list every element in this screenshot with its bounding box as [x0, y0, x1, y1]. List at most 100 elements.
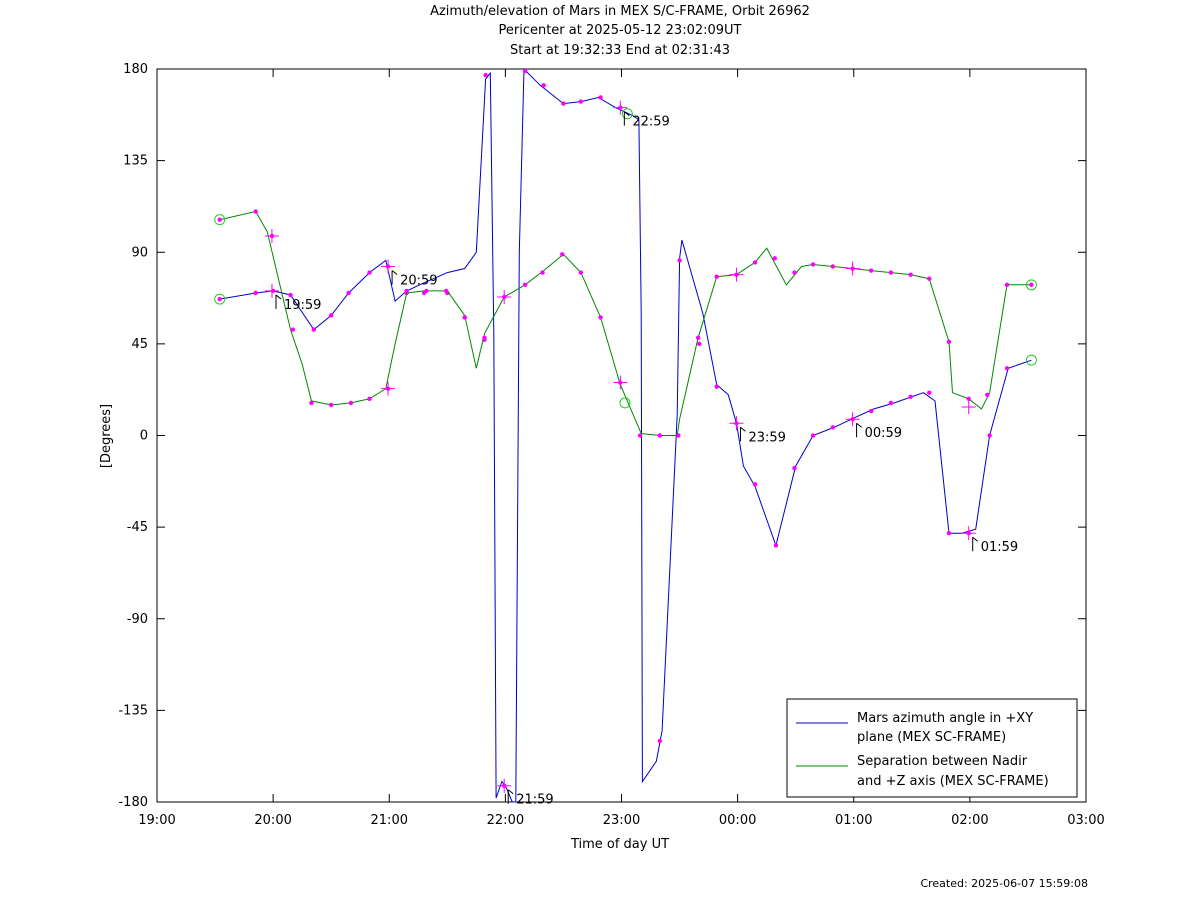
time-label-pointer — [507, 789, 514, 804]
data-point — [927, 390, 932, 395]
y-tick-label: -135 — [118, 703, 148, 718]
x-tick-label: 19:00 — [138, 813, 175, 828]
time-label: 20:59 — [400, 274, 437, 289]
data-point — [367, 396, 372, 402]
data-point — [483, 72, 488, 78]
endpoint-circle — [621, 108, 633, 120]
hour-cross-marker — [961, 399, 976, 414]
time-label-pointer — [623, 111, 630, 126]
data-point — [810, 433, 816, 438]
data-point — [522, 282, 528, 288]
data-point — [253, 209, 258, 214]
legend-label-azimuth-2: plane (MEX SC-FRAME) — [857, 730, 1006, 745]
data-point — [561, 101, 566, 106]
data-point — [1004, 282, 1010, 288]
time-label: 01:59 — [981, 540, 1018, 555]
x-tick-label: 00:00 — [719, 813, 756, 828]
data-point — [217, 296, 222, 302]
y-tick-label: 135 — [123, 154, 148, 169]
x-tick-label: 03:00 — [1067, 813, 1104, 828]
data-point — [677, 258, 682, 263]
data-point — [752, 260, 758, 265]
data-point — [695, 335, 701, 340]
time-label-pointer — [275, 294, 282, 309]
x-tick-label: 22:00 — [487, 813, 524, 828]
endpoint-circle — [214, 214, 226, 226]
data-point — [946, 531, 952, 536]
data-point — [772, 256, 777, 261]
data-point — [714, 384, 719, 389]
x-tick-label: 23:00 — [603, 813, 640, 828]
hour-cross-marker — [264, 283, 279, 298]
data-point — [1004, 366, 1010, 371]
data-point — [830, 425, 836, 430]
data-point — [697, 341, 702, 347]
chart-subtitle-pericenter: Pericenter at 2025-05-12 23:02:09UT — [498, 23, 742, 38]
legend-label-separation-1: Separation between Nadir — [857, 754, 1028, 769]
endpoint-circle — [1025, 354, 1037, 366]
data-point — [598, 315, 603, 320]
data-point — [482, 335, 487, 340]
legend-label-separation-2: and +Z axis (MEX SC-FRAME) — [857, 774, 1049, 789]
series-line — [219, 210, 1032, 436]
data-point — [657, 433, 663, 438]
legend-label-azimuth-1: Mars azimuth angle in +XY — [857, 711, 1033, 726]
time-label: 21:59 — [516, 793, 553, 808]
data-point — [309, 400, 314, 406]
time-label-pointer — [391, 270, 398, 285]
data-point — [462, 315, 467, 320]
data-point — [676, 433, 681, 438]
y-tick-label: 180 — [123, 62, 148, 77]
data-point — [657, 738, 663, 744]
data-point — [868, 268, 874, 273]
data-point — [578, 270, 584, 275]
data-point — [714, 274, 719, 279]
data-point — [328, 402, 334, 408]
data-point — [810, 262, 816, 267]
x-axis-label: Time of day UT — [570, 837, 669, 852]
hour-cross-marker — [497, 778, 512, 793]
data-point — [908, 394, 913, 400]
legend-box — [786, 698, 1078, 798]
data-point — [443, 288, 449, 294]
x-tick-label: 01:00 — [835, 813, 872, 828]
data-point — [598, 95, 603, 100]
y-tick-label: -180 — [118, 795, 148, 810]
hour-cross-marker — [264, 228, 279, 243]
data-point — [927, 276, 932, 281]
data-point — [637, 433, 643, 438]
data-point — [1029, 282, 1034, 288]
data-point — [290, 327, 296, 332]
data-point — [578, 99, 584, 104]
y-tick-label: 45 — [131, 337, 148, 352]
hour-cross-marker — [845, 261, 860, 276]
time-label: 22:59 — [632, 115, 669, 130]
data-point — [346, 290, 351, 296]
data-point — [966, 396, 971, 402]
y-tick-label: 0 — [140, 429, 148, 444]
x-tick-label: 21:00 — [371, 813, 408, 828]
created-timestamp: Created: 2025-06-07 15:59:08 — [920, 877, 1088, 890]
series-0 — [214, 67, 1037, 803]
y-tick-label: -45 — [127, 520, 148, 535]
time-label: 23:59 — [748, 430, 785, 445]
x-tick-label: 20:00 — [254, 813, 291, 828]
y-tick-label: -90 — [127, 612, 148, 627]
hour-cross-marker — [381, 259, 396, 274]
x-tick-label: 02:00 — [951, 813, 988, 828]
hour-cross-marker — [961, 526, 976, 541]
data-point — [888, 270, 894, 275]
time-label-pointer — [972, 536, 979, 552]
data-point — [348, 400, 354, 406]
y-axis-label: [Degrees] — [99, 404, 114, 468]
data-point — [328, 313, 334, 318]
hour-cross-marker — [729, 416, 744, 431]
data-point — [946, 339, 952, 345]
data-point — [752, 482, 758, 487]
data-point — [367, 270, 372, 275]
data-point — [908, 272, 913, 277]
time-label-pointer — [856, 422, 862, 438]
data-point — [311, 327, 316, 332]
data-point — [424, 288, 429, 294]
data-point — [253, 290, 258, 296]
